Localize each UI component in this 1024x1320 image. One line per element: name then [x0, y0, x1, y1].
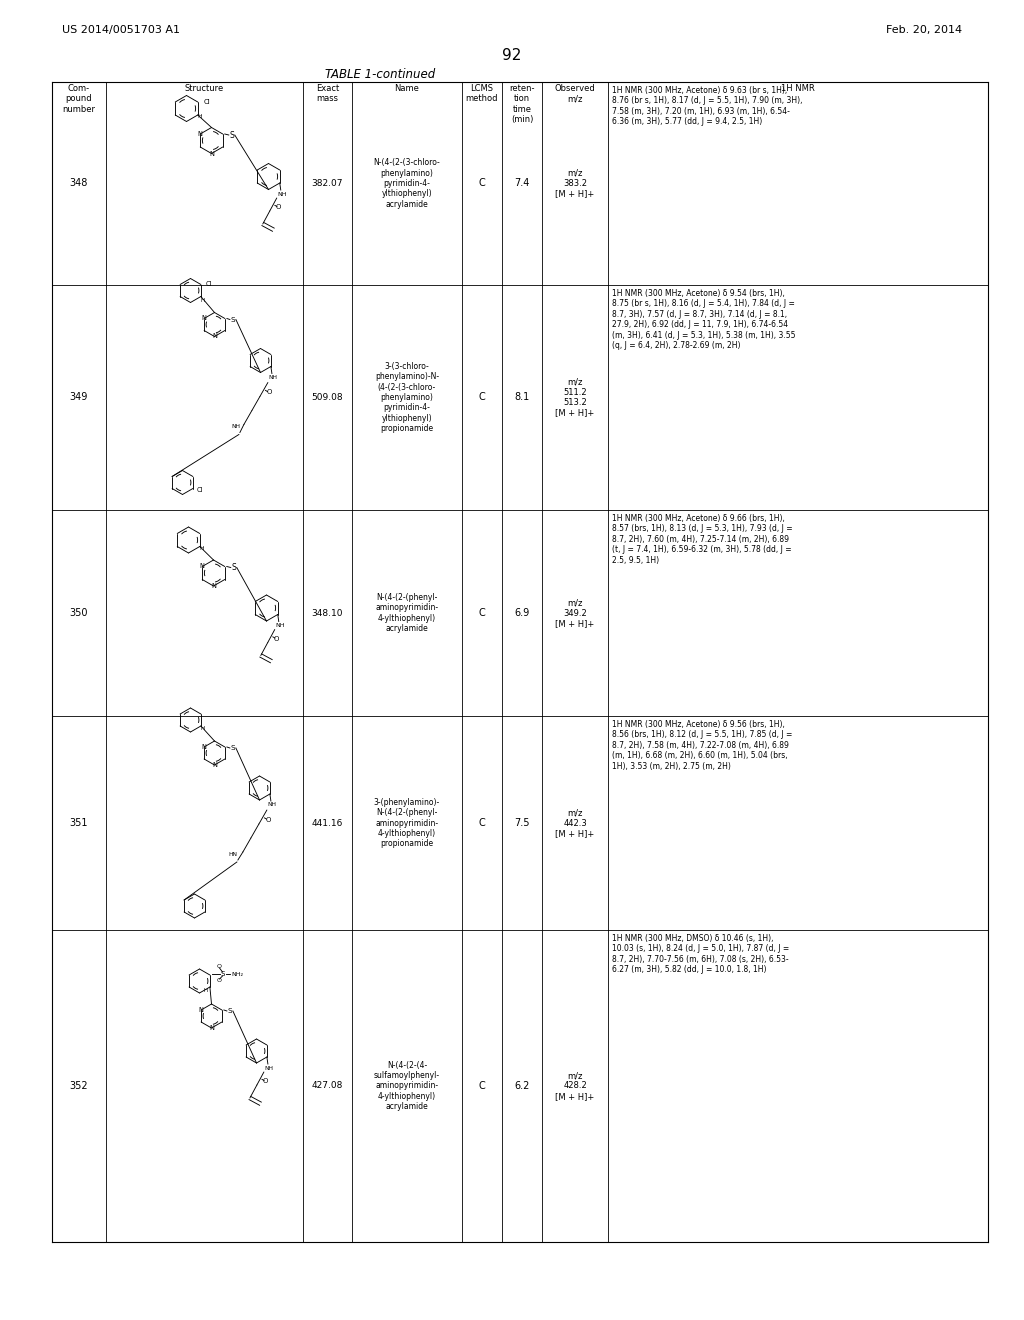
Text: 1H NMR (300 MHz, Acetone) δ 9.66 (brs, 1H),
8.57 (brs, 1H), 8.13 (d, J = 5.3, 1H: 1H NMR (300 MHz, Acetone) δ 9.66 (brs, 1…	[612, 513, 793, 565]
Text: 350: 350	[70, 609, 88, 618]
Text: N-(4-(2-(4-
sulfamoylphenyl-
aminopyrimidin-
4-ylthiophenyl)
acrylamide: N-(4-(2-(4- sulfamoylphenyl- aminopyrimi…	[374, 1061, 440, 1111]
Text: S: S	[230, 744, 236, 751]
Text: 382.07: 382.07	[311, 180, 343, 187]
Text: H: H	[204, 989, 208, 994]
Text: N: N	[212, 762, 217, 768]
Text: NH: NH	[275, 623, 285, 628]
Text: Cl: Cl	[206, 281, 212, 288]
Text: 441.16: 441.16	[312, 818, 343, 828]
Text: 1H NMR (300 MHz, Acetone) δ 9.54 (brs, 1H),
8.75 (br s, 1H), 8.16 (d, J = 5.4, 1: 1H NMR (300 MHz, Acetone) δ 9.54 (brs, 1…	[612, 289, 796, 350]
Text: HN: HN	[228, 851, 238, 857]
Text: 1H NMR: 1H NMR	[781, 84, 815, 92]
Text: TABLE 1-continued: TABLE 1-continued	[325, 69, 435, 81]
Text: H: H	[201, 297, 205, 302]
Text: m/z
442.3
[M + H]+: m/z 442.3 [M + H]+	[555, 808, 595, 838]
Text: 1H NMR (300 MHz, Acetone) δ 9.56 (brs, 1H),
8.56 (brs, 1H), 8.12 (d, J = 5.5, 1H: 1H NMR (300 MHz, Acetone) δ 9.56 (brs, 1…	[612, 719, 793, 771]
Text: m/z
383.2
[M + H]+: m/z 383.2 [M + H]+	[555, 169, 595, 198]
Text: m/z
511.2
513.2
[M + H]+: m/z 511.2 513.2 [M + H]+	[555, 378, 595, 417]
Text: 6.9: 6.9	[514, 609, 529, 618]
Text: 7.5: 7.5	[514, 818, 529, 828]
Text: N: N	[202, 744, 207, 750]
Text: H: H	[201, 726, 205, 731]
Text: 6.2: 6.2	[514, 1081, 529, 1092]
Text: Exact
mass: Exact mass	[315, 84, 339, 103]
Text: 348.10: 348.10	[311, 609, 343, 618]
Text: 3-(3-chloro-
phenylamino)-N-
(4-(2-(3-chloro-
phenylamino)
pyrimidin-4-
ylthioph: 3-(3-chloro- phenylamino)-N- (4-(2-(3-ch…	[375, 362, 439, 433]
Text: m/z
349.2
[M + H]+: m/z 349.2 [M + H]+	[555, 598, 595, 628]
Text: m/z
428.2
[M + H]+: m/z 428.2 [M + H]+	[555, 1071, 595, 1101]
Text: 509.08: 509.08	[311, 393, 343, 403]
Text: O: O	[273, 636, 280, 642]
Text: O: O	[263, 1078, 268, 1084]
Text: C: C	[478, 178, 485, 189]
Text: N: N	[200, 564, 205, 569]
Text: 92: 92	[503, 48, 521, 63]
Text: O: O	[216, 978, 221, 982]
Text: 1H NMR (300 MHz, Acetone) δ 9.63 (br s, 1H),
8.76 (br s, 1H), 8.17 (d, J = 5.5, : 1H NMR (300 MHz, Acetone) δ 9.63 (br s, …	[612, 86, 803, 127]
Text: NH: NH	[267, 803, 276, 808]
Text: reten-
tion
time
(min): reten- tion time (min)	[509, 84, 535, 124]
Text: Name: Name	[394, 84, 420, 92]
Text: 8.1: 8.1	[514, 392, 529, 403]
Text: O: O	[216, 965, 221, 969]
Text: 1H NMR (300 MHz, DMSO) δ 10.46 (s, 1H),
10.03 (s, 1H), 8.24 (d, J = 5.0, 1H), 7.: 1H NMR (300 MHz, DMSO) δ 10.46 (s, 1H), …	[612, 935, 790, 974]
Text: N: N	[209, 150, 214, 157]
Text: Structure: Structure	[185, 84, 224, 92]
Text: O: O	[275, 205, 282, 210]
Text: N: N	[198, 131, 203, 137]
Text: S: S	[229, 131, 234, 140]
Text: NH: NH	[264, 1065, 273, 1071]
Text: Observed
m/z: Observed m/z	[555, 84, 595, 103]
Text: C: C	[478, 609, 485, 618]
Text: S: S	[230, 317, 236, 322]
Text: N: N	[202, 315, 207, 322]
Text: Com-
pound
number: Com- pound number	[62, 84, 95, 114]
Text: N: N	[209, 1026, 214, 1031]
Text: NH: NH	[231, 424, 241, 429]
Text: 7.4: 7.4	[514, 178, 529, 189]
Text: C: C	[478, 392, 485, 403]
Text: S: S	[227, 1008, 232, 1014]
Text: LCMS
method: LCMS method	[466, 84, 499, 103]
Text: Feb. 20, 2014: Feb. 20, 2014	[886, 25, 962, 36]
Text: NH: NH	[278, 191, 287, 197]
Text: O: O	[266, 389, 271, 396]
Text: N: N	[212, 334, 217, 339]
Text: 351: 351	[70, 818, 88, 828]
Text: 427.08: 427.08	[312, 1081, 343, 1090]
Text: 349: 349	[70, 392, 88, 403]
Text: NH: NH	[268, 375, 278, 380]
Text: S: S	[220, 972, 224, 977]
Text: Cl: Cl	[204, 99, 210, 104]
Text: NH₂: NH₂	[231, 972, 244, 977]
Text: C: C	[478, 818, 485, 828]
Text: H: H	[200, 546, 204, 552]
Text: N: N	[199, 1007, 204, 1012]
Text: S: S	[231, 564, 237, 572]
Text: 348: 348	[70, 178, 88, 189]
Text: US 2014/0051703 A1: US 2014/0051703 A1	[62, 25, 180, 36]
Text: N-(4-(2-(3-chloro-
phenylamino)
pyrimidin-4-
ylthiophenyl)
acrylamide: N-(4-(2-(3-chloro- phenylamino) pyrimidi…	[374, 158, 440, 209]
Text: N-(4-(2-(phenyl-
aminopyrimidin-
4-ylthiophenyl)
acrylamide: N-(4-(2-(phenyl- aminopyrimidin- 4-ylthi…	[376, 593, 438, 634]
Text: O: O	[265, 817, 270, 822]
Text: Cl: Cl	[197, 487, 203, 492]
Text: 3-(phenylamino)-
N-(4-(2-(phenyl-
aminopyrimidin-
4-ylthiophenyl)
propionamide: 3-(phenylamino)- N-(4-(2-(phenyl- aminop…	[374, 797, 440, 849]
Text: H: H	[198, 115, 202, 119]
Text: C: C	[478, 1081, 485, 1092]
Text: 352: 352	[70, 1081, 88, 1092]
Text: N: N	[211, 583, 216, 589]
